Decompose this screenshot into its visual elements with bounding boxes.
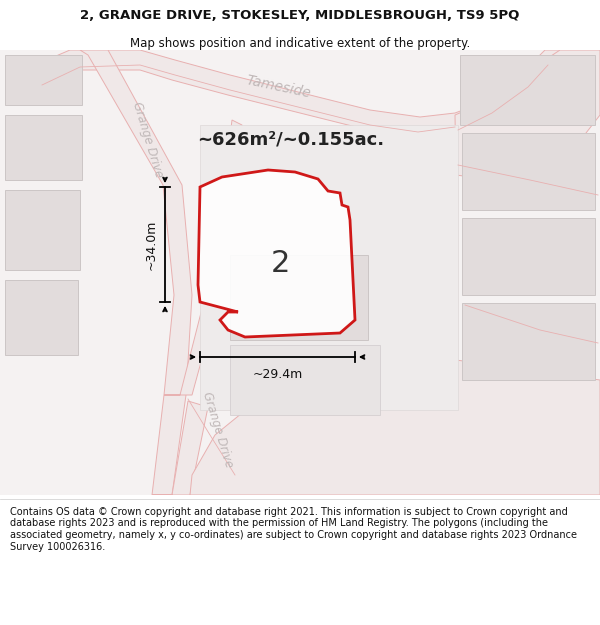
Polygon shape [230,255,368,340]
Polygon shape [5,55,82,105]
Polygon shape [462,218,595,295]
Polygon shape [5,280,78,355]
Text: 2, GRANGE DRIVE, STOKESLEY, MIDDLESBROUGH, TS9 5PQ: 2, GRANGE DRIVE, STOKESLEY, MIDDLESBROUG… [80,9,520,22]
Polygon shape [80,50,192,495]
Polygon shape [5,190,80,270]
Polygon shape [190,355,600,495]
Polygon shape [164,120,242,395]
Text: ~626m²/~0.155ac.: ~626m²/~0.155ac. [197,130,384,148]
Text: Contains OS data © Crown copyright and database right 2021. This information is : Contains OS data © Crown copyright and d… [10,507,577,551]
Text: Grange Drive: Grange Drive [130,101,166,179]
Text: Map shows position and indicative extent of the property.: Map shows position and indicative extent… [130,38,470,51]
Text: ~34.0m: ~34.0m [145,219,158,270]
Text: Tameside: Tameside [244,73,311,101]
Polygon shape [198,170,355,337]
Polygon shape [0,50,600,495]
Text: Grange Drive: Grange Drive [200,391,236,469]
Polygon shape [152,401,208,495]
Polygon shape [200,125,458,410]
Polygon shape [230,345,380,415]
Polygon shape [462,133,595,210]
Polygon shape [460,55,595,125]
Text: 2: 2 [271,249,290,278]
Polygon shape [455,50,600,185]
Polygon shape [462,303,595,380]
Polygon shape [5,115,82,180]
Text: ~29.4m: ~29.4m [253,368,302,381]
Polygon shape [35,50,600,137]
